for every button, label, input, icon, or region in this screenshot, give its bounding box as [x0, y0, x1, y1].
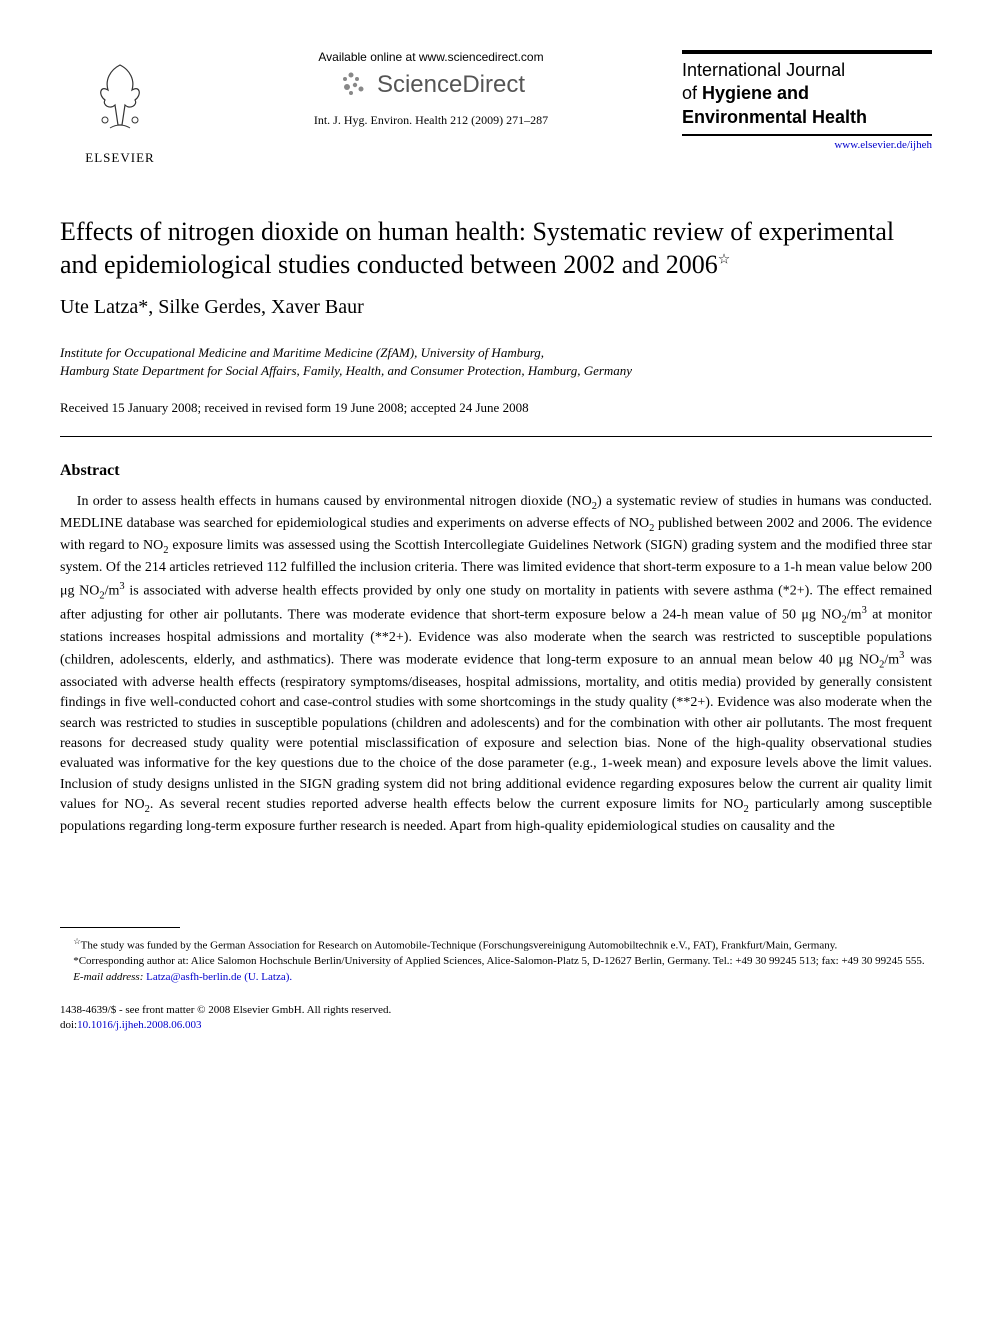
funding-footnote: ☆The study was funded by the German Asso… — [60, 936, 932, 954]
journal-name: International Journal of Hygiene and Env… — [682, 54, 932, 136]
journal-line2-prefix: of — [682, 83, 702, 103]
title-text: Effects of nitrogen dioxide on human hea… — [60, 217, 894, 279]
article-title: Effects of nitrogen dioxide on human hea… — [60, 216, 932, 281]
issn-line: 1438-4639/$ - see front matter © 2008 El… — [60, 1003, 932, 1018]
journal-title-block: International Journal of Hygiene and Env… — [682, 50, 932, 151]
available-online-text: Available online at www.sciencedirect.co… — [200, 50, 662, 64]
footnote-divider — [60, 927, 180, 928]
sciencedirect-logo: ScienceDirect — [200, 69, 662, 101]
abstract-body: In order to assess health effects in hum… — [60, 492, 932, 837]
journal-url-link[interactable]: www.elsevier.de/ijheh — [834, 139, 932, 151]
corresponding-footnote: *Corresponding author at: Alice Salomon … — [60, 954, 932, 969]
authors: Ute Latza*, Silke Gerdes, Xaver Baur — [60, 296, 932, 319]
doi-link[interactable]: 10.1016/j.ijheh.2008.06.003 — [77, 1019, 201, 1031]
article-dates: Received 15 January 2008; received in re… — [60, 400, 932, 416]
funding-star: ☆ — [73, 937, 80, 946]
header-row: ELSEVIER Available online at www.science… — [60, 50, 932, 166]
journal-line3: Environmental Health — [682, 107, 867, 127]
doi-line: doi:10.1016/j.ijheh.2008.06.003 — [60, 1018, 932, 1033]
email-label: E-mail address: — [73, 971, 143, 983]
elsevier-tree-icon — [80, 50, 160, 140]
email-footnote: E-mail address: Latza@asfh-berlin.de (U.… — [60, 970, 932, 985]
doi-prefix: doi: — [60, 1019, 77, 1031]
sciencedirect-text: ScienceDirect — [377, 71, 525, 99]
affiliation-line2: Hamburg State Department for Social Affa… — [60, 363, 632, 378]
affiliation-line1: Institute for Occupational Medicine and … — [60, 345, 544, 360]
elsevier-label: ELSEVIER — [60, 150, 180, 166]
footnotes: ☆The study was funded by the German Asso… — [60, 936, 932, 985]
affiliation: Institute for Occupational Medicine and … — [60, 344, 932, 380]
title-footnote-star: ☆ — [718, 252, 731, 267]
footer-info: 1438-4639/$ - see front matter © 2008 El… — [60, 1003, 932, 1034]
journal-line2-bold: Hygiene and — [702, 83, 809, 103]
sciencedirect-dots-icon — [337, 69, 369, 101]
email-link[interactable]: Latza@asfh-berlin.de (U. Latza). — [146, 971, 292, 983]
elsevier-logo-block: ELSEVIER — [60, 50, 180, 166]
journal-citation: Int. J. Hyg. Environ. Health 212 (2009) … — [200, 113, 662, 128]
journal-line1: International Journal — [682, 60, 845, 80]
funding-text: The study was funded by the German Assoc… — [81, 940, 838, 952]
divider-rule — [60, 436, 932, 437]
abstract-heading: Abstract — [60, 462, 932, 480]
header-center: Available online at www.sciencedirect.co… — [180, 50, 682, 128]
journal-url[interactable]: www.elsevier.de/ijheh — [682, 139, 932, 151]
